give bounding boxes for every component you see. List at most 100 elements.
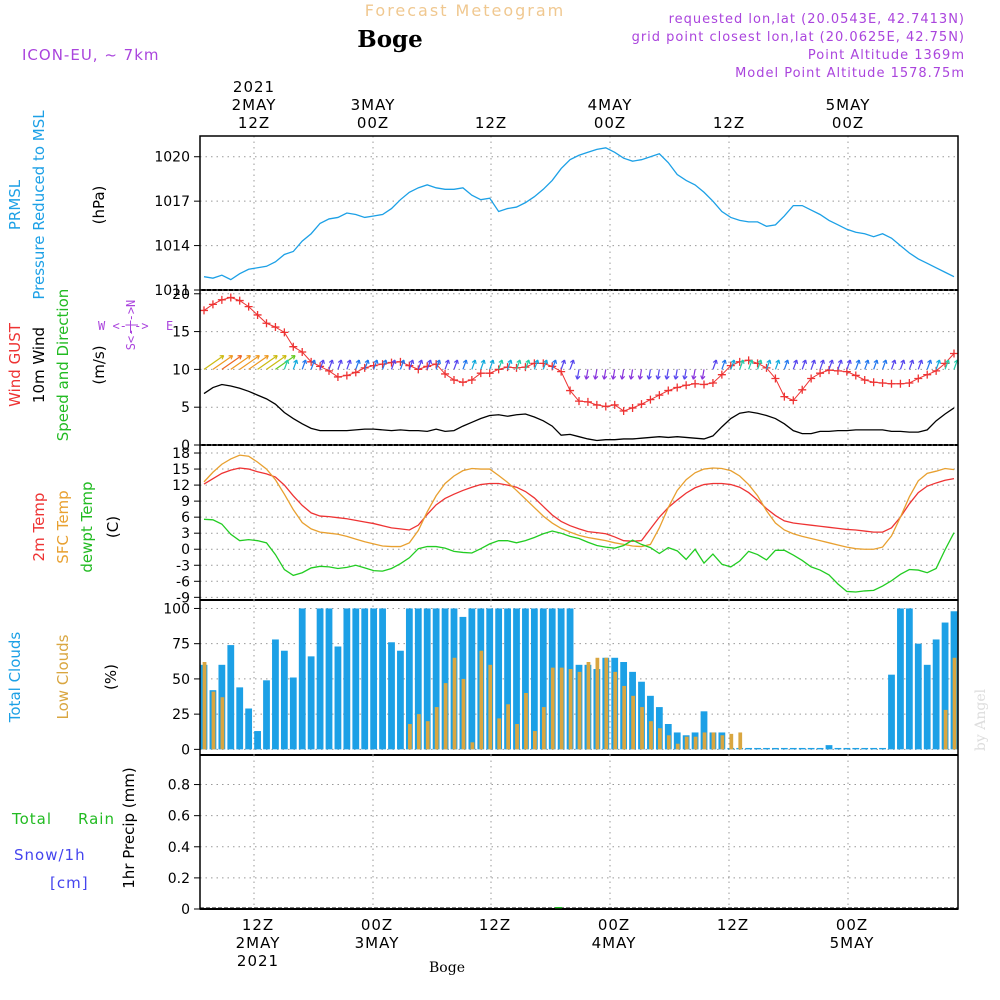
wind-direction-arrow	[382, 359, 387, 370]
total-cloud-bar	[272, 639, 279, 750]
wind-arrow-head	[584, 375, 590, 380]
wind-arrow-head	[462, 359, 468, 365]
chart-title: Forecast Meteogram	[365, 1, 565, 20]
wind-arrow-head	[237, 355, 243, 360]
wind-direction-arrow	[212, 355, 233, 370]
low-cloud-bar	[613, 671, 618, 750]
wind-arrow-head	[302, 359, 308, 365]
wind-direction-arrow	[953, 359, 958, 370]
total-cloud-bar	[700, 711, 708, 750]
total-cloud-bar	[307, 656, 315, 750]
wind-arrow-head	[471, 359, 477, 365]
wind-direction-arrow	[426, 359, 432, 370]
wind-direction-arrow	[603, 369, 607, 380]
low-cloud-bar	[693, 736, 698, 750]
gust-marker	[923, 370, 932, 379]
low-cloud-bar	[497, 718, 502, 750]
wind-direction-arrow	[248, 355, 269, 370]
requested-coords: requested lon,lat (20.0543E, 42.7413N)	[669, 12, 965, 27]
wind-arrow-head	[282, 355, 287, 360]
low-cloud-bar	[738, 732, 743, 750]
time-label-bottom: 00Z	[598, 916, 630, 934]
total-cloud-bar	[807, 747, 815, 750]
total-cloud-bar	[754, 747, 761, 750]
wind-direction-arrow	[569, 359, 575, 370]
gust-marker	[628, 403, 637, 412]
gust-marker	[521, 363, 530, 372]
clouds-ytick-label: 25	[172, 707, 190, 723]
wind-ytick-label: 10	[172, 362, 190, 378]
wind-arrow-head	[561, 359, 567, 365]
pressure-ytick-label: 1014	[154, 239, 190, 255]
gust-marker	[333, 372, 342, 381]
low-cloud-bar	[202, 662, 207, 750]
wind-arrow-head	[864, 359, 870, 365]
low-cloud-bar	[515, 724, 519, 750]
wind-arrow-head	[882, 359, 888, 365]
pressure-ytick-label: 1011	[154, 283, 190, 299]
precipitation-ytick-label: 0.4	[168, 840, 190, 856]
gust-marker	[771, 374, 780, 383]
wind-direction-arrow	[657, 369, 660, 380]
wind-arrow-head	[664, 375, 670, 380]
temperature-ytick-label: 12	[172, 478, 190, 494]
precip-side-label: Total	[11, 810, 52, 828]
gust-marker	[467, 375, 476, 384]
total-cloud-bar	[468, 608, 476, 750]
credit-watermark: by Angel	[973, 688, 989, 751]
wind-ytick-label: 20	[172, 287, 190, 303]
wind-arrow-head	[311, 359, 317, 365]
gust-marker	[235, 296, 244, 305]
time-label-bottom: 00Z	[836, 916, 868, 934]
wind-arrow-head	[721, 359, 727, 365]
total-cloud-bar	[405, 608, 413, 750]
gust-marker	[673, 383, 682, 392]
wind-speed-line	[203, 383, 955, 442]
point-altitude: Point Altitude 1369m	[808, 48, 965, 63]
gust-marker	[816, 369, 825, 378]
wind-direction-arrow	[489, 359, 494, 370]
low-cloud-bar	[720, 735, 725, 750]
wind-direction-arrow	[230, 355, 251, 370]
wind-direction-arrow	[739, 359, 744, 370]
gust-marker	[575, 397, 583, 406]
low-cloud-bar	[729, 733, 734, 750]
temperature-ytick-label: -3	[176, 558, 190, 574]
gust-marker	[458, 378, 467, 387]
wind-ytick-label: 5	[181, 400, 190, 416]
pressure-ytick-label: 1020	[154, 150, 190, 166]
wind-direction-arrow	[828, 359, 833, 370]
gust-marker	[280, 328, 289, 337]
precip-panel: 0 0.2 0.4 0.6 0.8	[168, 755, 958, 918]
total-cloud-bar	[388, 642, 395, 750]
wind-arrow-head	[569, 359, 575, 365]
gust-marker	[950, 349, 958, 358]
wind-arrow-head	[418, 359, 424, 365]
temp2m-line	[203, 467, 955, 542]
gust-marker	[485, 369, 494, 378]
low-cloud-bar	[711, 732, 716, 750]
wind-direction-arrow	[399, 359, 405, 370]
wind-arrow-head	[757, 359, 763, 365]
low-cloud-bar	[622, 685, 627, 750]
gust-marker	[592, 400, 601, 409]
total-cloud-bar	[655, 707, 663, 750]
wind-arrow-head	[355, 359, 361, 365]
wind-direction-arrow	[683, 369, 687, 380]
wind-direction-arrow	[524, 359, 530, 370]
time-label-bottom: 12Z	[479, 916, 511, 934]
wind-direction-arrow	[417, 359, 423, 370]
wind-arrow-head	[918, 359, 924, 365]
total-cloud-bar	[539, 608, 547, 750]
pressure-panel: 1011 1014 1017 1020	[154, 136, 958, 299]
gust-marker	[646, 395, 655, 404]
wind-arrow-head	[855, 359, 861, 365]
wind-arrow-head	[346, 359, 352, 365]
total-cloud-bar	[897, 608, 904, 750]
total-cloud-bar	[441, 608, 449, 750]
low-cloud-bar	[211, 691, 216, 750]
side-label: 10m Wind	[30, 327, 48, 403]
wind-direction-arrow	[765, 359, 771, 370]
dewpt-line	[203, 518, 955, 593]
